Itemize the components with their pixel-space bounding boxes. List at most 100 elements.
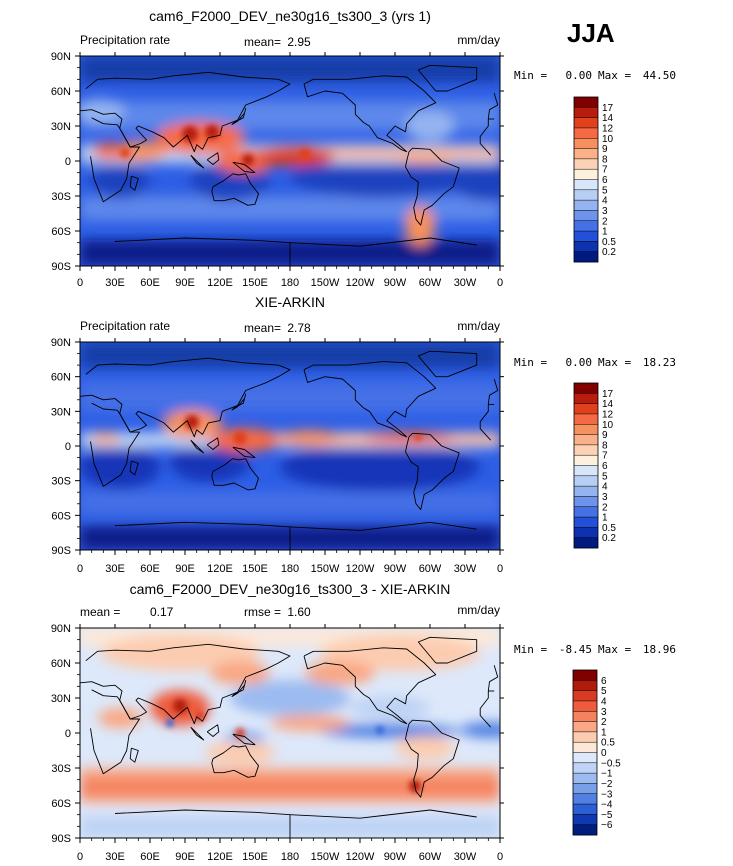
colorbar-swatch [573, 824, 597, 836]
colorbar-label: 0.2 [602, 247, 616, 258]
coastline-segment [417, 636, 478, 664]
colorbar-swatch [574, 231, 598, 242]
panel-1: cam6_F2000_DEV_ne30g16_ts300_3 (yrs 1) P… [80, 8, 500, 266]
x-tick-label: 60W [419, 277, 442, 289]
coastline-segment [405, 719, 460, 798]
colorbar-label: 0 [601, 748, 607, 759]
coastline-segment [114, 521, 291, 550]
colorbar-swatch [574, 537, 598, 549]
colorbar-label: −3 [601, 789, 613, 800]
x-tick-label: 150W [311, 851, 340, 863]
panel-3-rmse-value: 1.60 [287, 605, 311, 619]
x-tick-label: 30W [454, 851, 477, 863]
colorbar-label: −0.5 [601, 758, 621, 769]
panel-1-mean-value: 2.95 [287, 35, 311, 49]
x-tick-label: 30E [105, 851, 125, 863]
x-tick-label: 60W [419, 563, 442, 575]
coastline-segment [114, 809, 291, 838]
colorbar-label: 7 [602, 165, 608, 176]
coastline-segment [303, 75, 437, 153]
x-tick-label: 150W [311, 563, 340, 575]
coastline-segment [289, 237, 477, 247]
panel-2-min-value: 0.00 [566, 356, 593, 369]
y-tick-label: 30S [51, 763, 71, 775]
colorbar-swatch [574, 403, 598, 415]
colorbar-label: 7 [602, 451, 608, 462]
panel-2-coastlines [80, 350, 499, 550]
colorbar-swatch [574, 179, 598, 191]
colorbar-swatch [574, 97, 598, 108]
y-tick-label: 30N [51, 693, 71, 705]
colorbar-swatch [574, 486, 598, 497]
colorbar-label: 14 [602, 399, 614, 410]
coastline-segment [129, 460, 139, 476]
coastline-segment [231, 108, 247, 126]
panel-1-coastlines [80, 64, 499, 266]
panel-3-map [80, 628, 500, 838]
coastline-segment [417, 350, 478, 378]
colorbar-label: 8 [602, 154, 608, 165]
x-tick-label: 30W [454, 277, 477, 289]
x-tick-label: 180 [281, 277, 299, 289]
colorbar-swatch [574, 189, 598, 201]
colorbar-label: 12 [602, 409, 614, 420]
colorbar-label: 0.5 [602, 237, 616, 248]
colorbar-label: 14 [602, 113, 614, 124]
coastline-segment [80, 643, 291, 725]
colorbar-swatch [573, 752, 597, 764]
y-tick-label: 60N [51, 372, 71, 384]
colorbar-swatch [574, 241, 598, 252]
colorbar-swatch [574, 393, 598, 404]
coastline-segment [232, 733, 256, 746]
coastline-layer [80, 64, 499, 838]
colorbar-label: 1 [602, 227, 608, 238]
coastline-segment [289, 521, 477, 531]
coastline-segment [487, 665, 499, 692]
panel-2: XIE-ARKIN Precipitation rate mean= 2.78 … [80, 294, 500, 550]
colorbar-swatch [573, 721, 597, 733]
colorbar-label: 5 [602, 185, 608, 196]
x-tick-label: 150E [242, 277, 268, 289]
coastline-segment [190, 726, 205, 741]
colorbar-swatch [574, 107, 598, 118]
panel-1-max-label: Max = [598, 69, 631, 82]
colorbar-label: 2 [601, 717, 607, 728]
y-tick-label: 0 [65, 441, 71, 453]
x-tick-label: 90W [384, 277, 407, 289]
coastline-segment [303, 361, 437, 438]
panel-1-min-label: Min = [514, 69, 547, 82]
panel-3-max-value: 18.96 [643, 643, 676, 656]
coastline-segment [129, 175, 139, 191]
colorbar-label: 4 [602, 482, 608, 493]
y-tick-label: 30S [51, 476, 71, 488]
coastline-segment [479, 404, 492, 441]
panel-2-left-label: Precipitation rate [80, 319, 170, 333]
colorbar-swatch [574, 158, 598, 170]
panel-1-left-label: Precipitation rate [80, 33, 170, 47]
colorbar-swatch [574, 475, 598, 487]
colorbar-label: −4 [601, 800, 613, 811]
axes-layer: 0 30E 60E 90E 120E 150E 180 150W 120W 90W 60W 30W 09… [51, 51, 676, 863]
colorbar-swatch [574, 506, 598, 518]
colorbar-label: −1 [601, 769, 613, 780]
coastline-segment [206, 152, 220, 165]
colorbar-label: −5 [601, 810, 613, 821]
panel-3-title: cam6_F2000_DEV_ne30g16_ts300_3 - XIE-ARK… [130, 581, 451, 597]
panel-3-mean-label: mean = [80, 605, 120, 619]
y-tick-label: 30S [51, 191, 71, 203]
colorbar-label: 2 [602, 216, 608, 227]
y-tick-label: 0 [65, 156, 71, 168]
colorbar-label: 6 [602, 461, 608, 472]
x-tick-label: 0 [77, 851, 83, 863]
colorbar-swatch [574, 210, 598, 222]
colorbar-swatch [573, 742, 597, 753]
y-tick-label: 30N [51, 121, 71, 133]
coastline-segment [114, 237, 291, 266]
x-tick-label: 150W [311, 277, 340, 289]
coastline-segment [129, 747, 139, 763]
y-tick-label: 90S [51, 261, 71, 273]
y-tick-label: 60S [51, 226, 71, 238]
panel-1-title: cam6_F2000_DEV_ne30g16_ts300_3 (yrs 1) [149, 8, 431, 24]
colorbar-label: 3 [601, 707, 607, 718]
